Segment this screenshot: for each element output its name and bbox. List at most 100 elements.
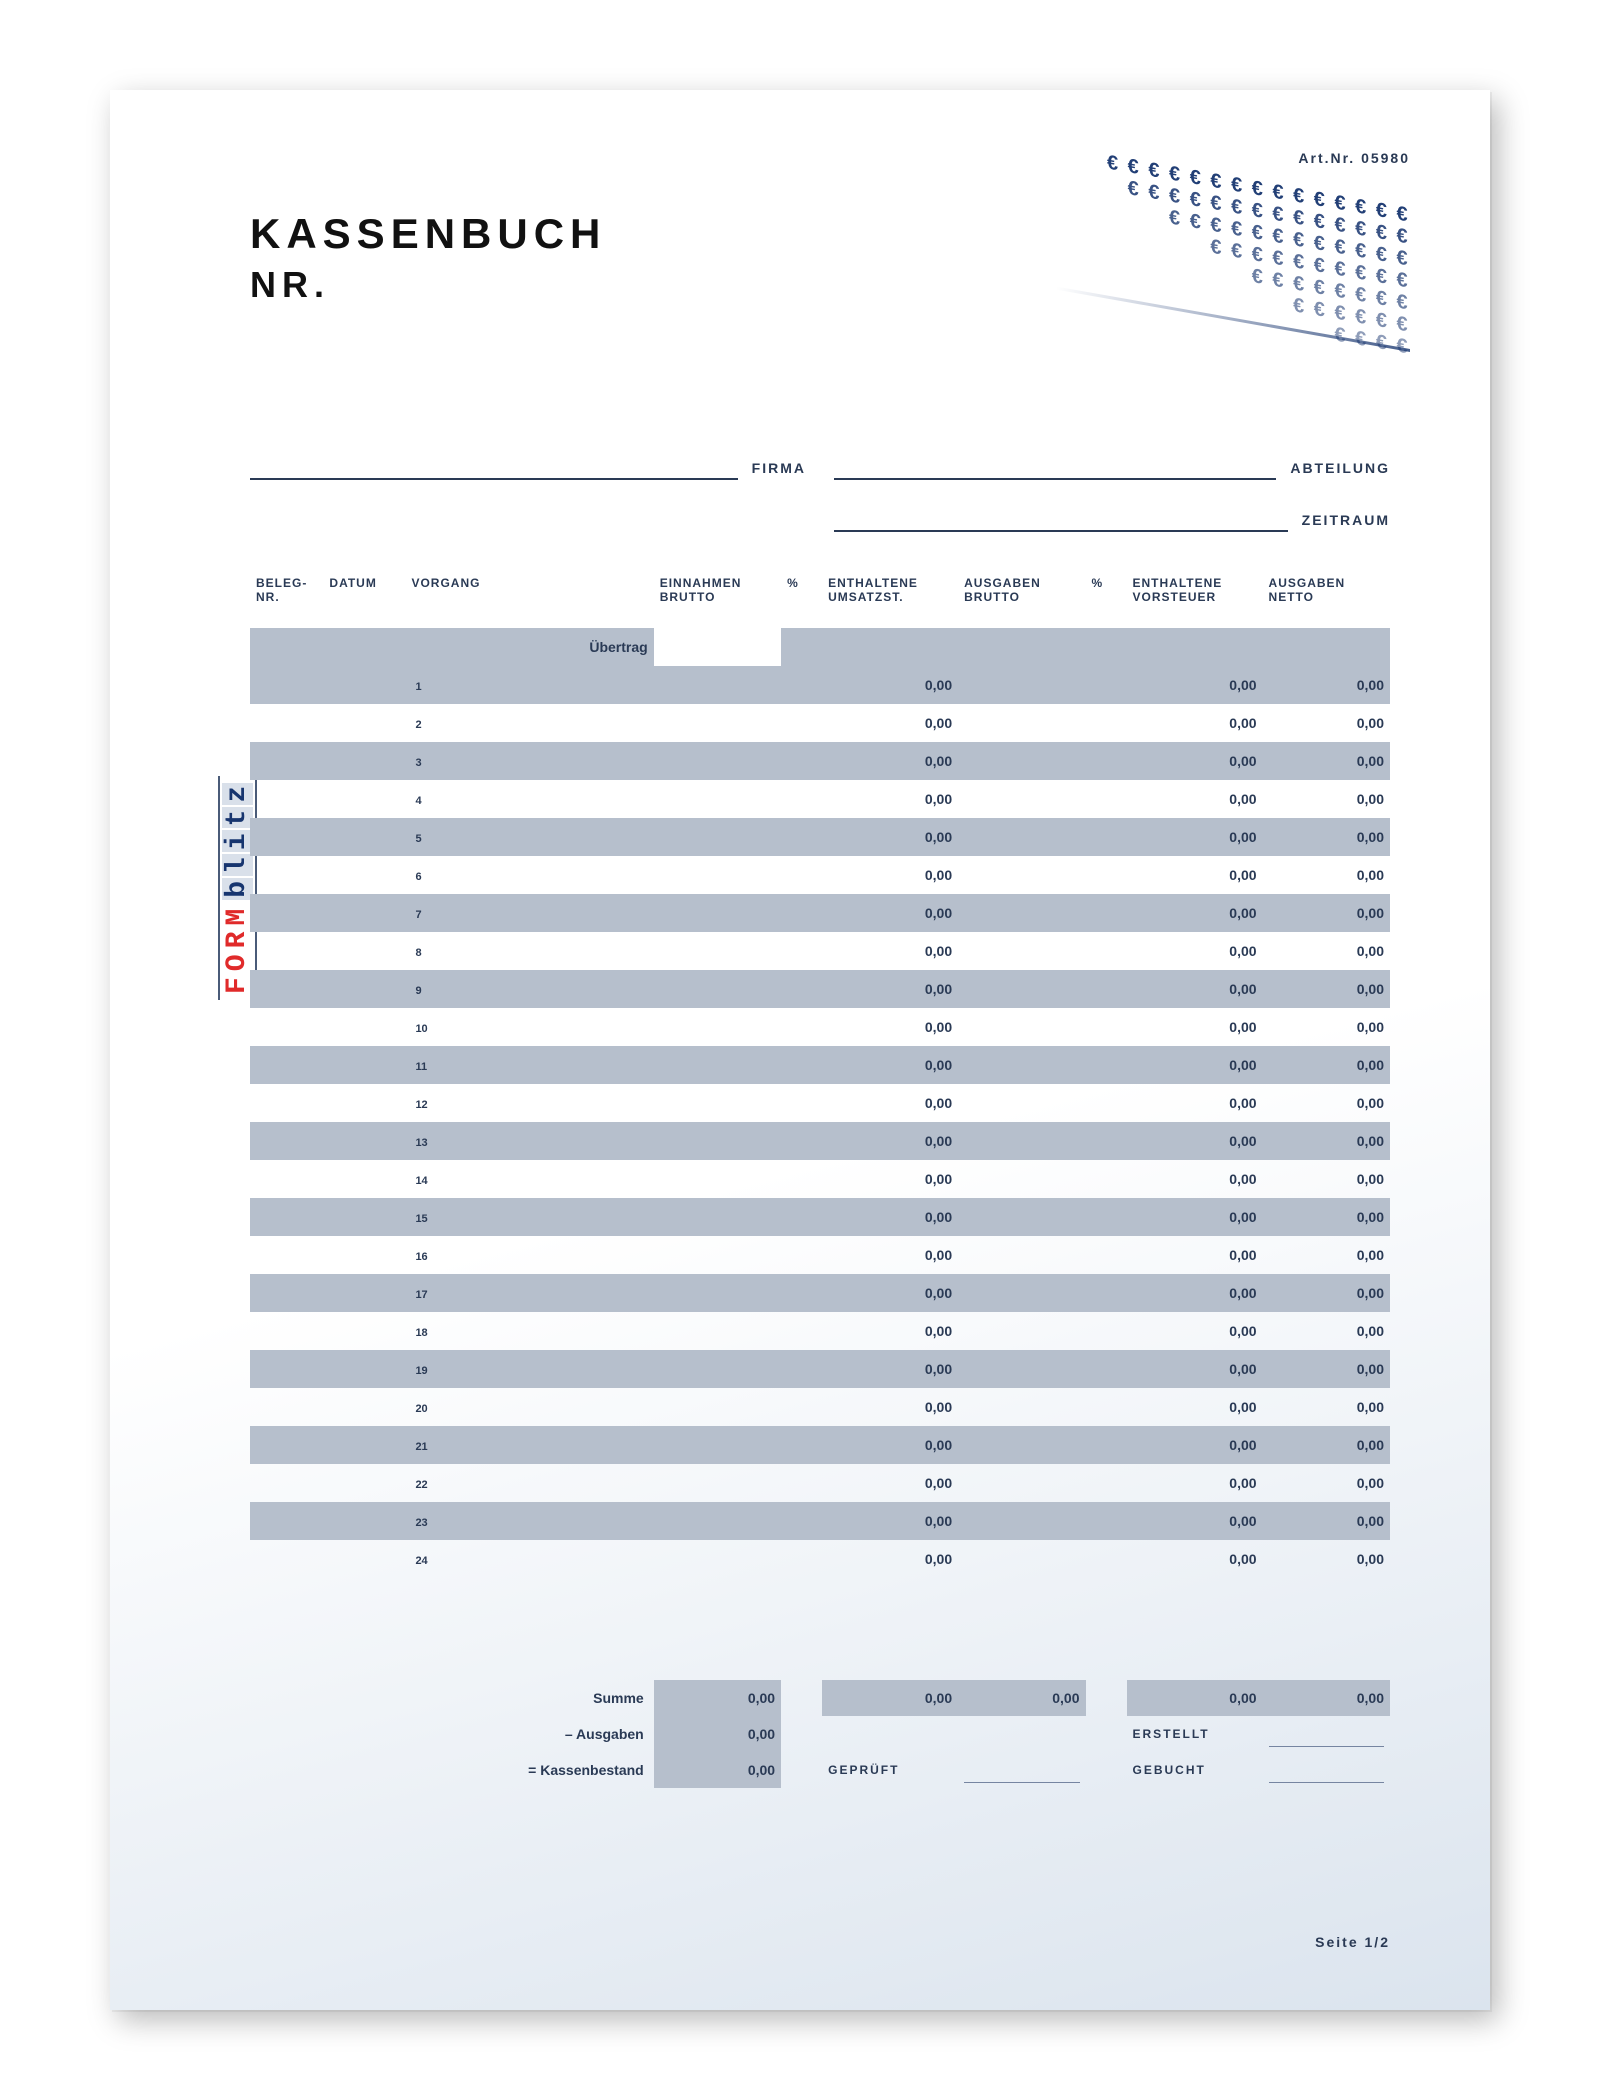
cell-ausgaben-netto: 0,00 bbox=[1263, 1540, 1390, 1578]
cell-ausgaben-brutto bbox=[958, 1312, 1085, 1350]
cell-ausgaben-brutto bbox=[958, 1274, 1085, 1312]
cell-enth-umsatzst: 0,00 bbox=[822, 666, 958, 704]
cell-einnahmen-brutto bbox=[654, 1388, 781, 1426]
cell-enth-vorsteuer: 0,00 bbox=[1127, 856, 1263, 894]
cell-enth-vorsteuer: 0,00 bbox=[1127, 1502, 1263, 1540]
cell-ausgaben-netto: 0,00 bbox=[1263, 1160, 1390, 1198]
cell-datum bbox=[323, 970, 405, 1008]
cell-datum bbox=[323, 1008, 405, 1046]
cell-ausgaben-netto: 0,00 bbox=[1263, 894, 1390, 932]
cell-beleg-nr bbox=[250, 1540, 323, 1578]
cell-vorgang: 4 bbox=[405, 780, 653, 818]
cell-pct2 bbox=[1086, 742, 1127, 780]
cell-beleg-nr bbox=[250, 894, 323, 932]
cell-einnahmen-brutto bbox=[654, 666, 781, 704]
cell-pct1 bbox=[781, 856, 822, 894]
cell-enth-umsatzst: 0,00 bbox=[822, 1160, 958, 1198]
cell-enth-umsatzst: 0,00 bbox=[822, 1426, 958, 1464]
cell-vorgang: 14 bbox=[405, 1160, 653, 1198]
summe-label: Summe bbox=[405, 1680, 653, 1716]
document-page: Art.Nr. 05980 € € € € € € € € € € € € € … bbox=[110, 90, 1490, 2010]
cell-pct2 bbox=[1086, 1274, 1127, 1312]
cell-enth-vorsteuer: 0,00 bbox=[1127, 1426, 1263, 1464]
cell-datum bbox=[323, 1084, 405, 1122]
cell-pct2 bbox=[1086, 780, 1127, 818]
cell-enth-umsatzst: 0,00 bbox=[822, 1274, 958, 1312]
cell-enth-umsatzst: 0,00 bbox=[822, 1350, 958, 1388]
cell-pct1 bbox=[781, 780, 822, 818]
cell-datum bbox=[323, 1464, 405, 1502]
cell-ausgaben-brutto bbox=[958, 1084, 1085, 1122]
table-row: 10,000,000,00 bbox=[250, 666, 1390, 704]
uebertrag-row: Übertrag bbox=[250, 628, 1390, 666]
cell-ausgaben-netto: 0,00 bbox=[1263, 1122, 1390, 1160]
cell-ausgaben-brutto bbox=[958, 856, 1085, 894]
cell-enth-vorsteuer: 0,00 bbox=[1127, 970, 1263, 1008]
table-row: 210,000,000,00 bbox=[250, 1426, 1390, 1464]
cell-beleg-nr bbox=[250, 666, 323, 704]
document-header: KASSENBUCH NR. bbox=[250, 210, 606, 306]
abteilung-line[interactable] bbox=[834, 440, 1276, 480]
cell-enth-umsatzst: 0,00 bbox=[822, 704, 958, 742]
cell-ausgaben-brutto bbox=[958, 1198, 1085, 1236]
cell-pct2 bbox=[1086, 1236, 1127, 1274]
cell-beleg-nr bbox=[250, 780, 323, 818]
cell-datum bbox=[323, 742, 405, 780]
cell-enth-vorsteuer: 0,00 bbox=[1127, 818, 1263, 856]
cell-pct2 bbox=[1086, 1084, 1127, 1122]
cell-pct2 bbox=[1086, 1046, 1127, 1084]
table-row: 200,000,000,00 bbox=[250, 1388, 1390, 1426]
col-ausgaben-brutto: AUSGABENBRUTTO bbox=[958, 566, 1085, 628]
table-row: 50,000,000,00 bbox=[250, 818, 1390, 856]
cell-datum bbox=[323, 1046, 405, 1084]
cell-vorgang: 23 bbox=[405, 1502, 653, 1540]
table-row: 130,000,000,00 bbox=[250, 1122, 1390, 1160]
table-row: 90,000,000,00 bbox=[250, 970, 1390, 1008]
cell-beleg-nr bbox=[250, 1198, 323, 1236]
erstellt-line[interactable] bbox=[1269, 1721, 1384, 1747]
cell-enth-vorsteuer: 0,00 bbox=[1127, 1274, 1263, 1312]
cell-enth-vorsteuer: 0,00 bbox=[1127, 1464, 1263, 1502]
gebucht-line[interactable] bbox=[1269, 1757, 1384, 1783]
table-row: 240,000,000,00 bbox=[250, 1540, 1390, 1578]
cell-beleg-nr bbox=[250, 1236, 323, 1274]
cell-beleg-nr bbox=[250, 1122, 323, 1160]
cell-ausgaben-brutto bbox=[958, 1122, 1085, 1160]
cell-enth-vorsteuer: 0,00 bbox=[1127, 1312, 1263, 1350]
cell-enth-umsatzst: 0,00 bbox=[822, 1046, 958, 1084]
document-title: KASSENBUCH bbox=[250, 210, 606, 258]
cell-pct2 bbox=[1086, 1008, 1127, 1046]
zeitraum-line[interactable] bbox=[834, 492, 1288, 532]
fields-block: FIRMA ABTEILUNG ZEITRAUM bbox=[250, 440, 1390, 550]
cell-enth-umsatzst: 0,00 bbox=[822, 780, 958, 818]
minus-ausgaben-label: – Ausgaben bbox=[405, 1716, 653, 1752]
cell-einnahmen-brutto bbox=[654, 1464, 781, 1502]
cell-ausgaben-brutto bbox=[958, 1236, 1085, 1274]
cell-ausgaben-netto: 0,00 bbox=[1263, 1464, 1390, 1502]
cell-pct1 bbox=[781, 970, 822, 1008]
col-enth-vorsteuer: ENTHALTENEVORSTEUER bbox=[1127, 566, 1263, 628]
cell-pct1 bbox=[781, 742, 822, 780]
cell-ausgaben-brutto bbox=[958, 1502, 1085, 1540]
cell-vorgang: 16 bbox=[405, 1236, 653, 1274]
cell-pct2 bbox=[1086, 704, 1127, 742]
geprueft-line[interactable] bbox=[964, 1757, 1079, 1783]
cell-vorgang: 17 bbox=[405, 1274, 653, 1312]
cell-pct2 bbox=[1086, 1122, 1127, 1160]
cell-einnahmen-brutto bbox=[654, 1274, 781, 1312]
kassenbestand-label: = Kassenbestand bbox=[405, 1752, 653, 1788]
cell-enth-umsatzst: 0,00 bbox=[822, 1008, 958, 1046]
cell-pct1 bbox=[781, 1502, 822, 1540]
cell-enth-umsatzst: 0,00 bbox=[822, 856, 958, 894]
cell-einnahmen-brutto bbox=[654, 932, 781, 970]
cell-datum bbox=[323, 1236, 405, 1274]
firma-line[interactable] bbox=[250, 440, 738, 480]
brand-blitz: blitz bbox=[222, 782, 253, 901]
cell-datum bbox=[323, 818, 405, 856]
gebucht-label: GEBUCHT bbox=[1127, 1752, 1263, 1788]
cell-pct1 bbox=[781, 932, 822, 970]
table-row: 100,000,000,00 bbox=[250, 1008, 1390, 1046]
cell-pct1 bbox=[781, 1008, 822, 1046]
cell-ausgaben-brutto bbox=[958, 1008, 1085, 1046]
cell-enth-vorsteuer: 0,00 bbox=[1127, 1350, 1263, 1388]
